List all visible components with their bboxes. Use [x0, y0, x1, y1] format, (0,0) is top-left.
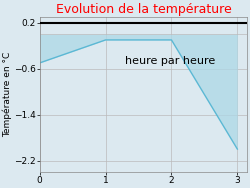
Y-axis label: Température en °C: Température en °C	[3, 52, 12, 137]
Title: Evolution de la température: Evolution de la température	[56, 3, 231, 16]
Text: heure par heure: heure par heure	[125, 56, 216, 66]
